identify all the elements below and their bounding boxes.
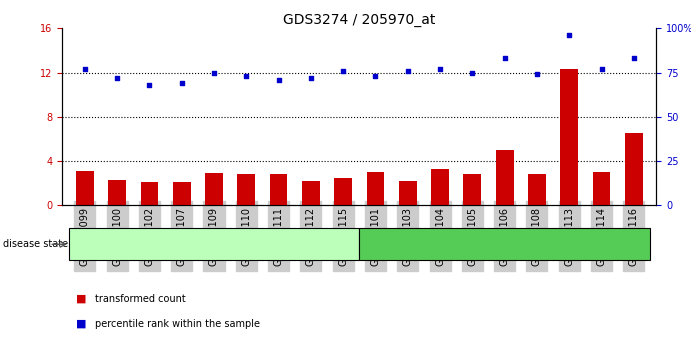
Point <box>531 72 542 77</box>
Bar <box>495 150 513 205</box>
Text: percentile rank within the sample: percentile rank within the sample <box>95 319 261 329</box>
Point <box>111 75 122 81</box>
Point <box>144 82 155 88</box>
Point <box>338 68 349 74</box>
Bar <box>399 181 417 205</box>
Point <box>596 66 607 72</box>
Point <box>79 66 91 72</box>
Bar <box>367 172 384 205</box>
Point <box>273 77 284 82</box>
Point <box>240 73 252 79</box>
Text: chromophobe renal cell carcinoma: chromophobe renal cell carcinoma <box>408 239 601 249</box>
Bar <box>431 169 449 205</box>
Text: ■: ■ <box>76 319 86 329</box>
Bar <box>464 175 481 205</box>
Point <box>499 56 510 61</box>
Bar <box>302 181 320 205</box>
Bar <box>334 178 352 205</box>
Title: GDS3274 / 205970_at: GDS3274 / 205970_at <box>283 13 435 27</box>
Point <box>176 80 187 86</box>
Bar <box>528 175 546 205</box>
Point <box>209 70 220 75</box>
Bar <box>625 133 643 205</box>
Bar <box>140 182 158 205</box>
Point <box>402 68 413 74</box>
Point <box>305 75 316 81</box>
Bar <box>205 173 223 205</box>
Bar <box>560 69 578 205</box>
Bar <box>593 172 610 205</box>
Point <box>628 56 639 61</box>
Bar <box>269 175 287 205</box>
Bar <box>173 182 191 205</box>
Point <box>467 70 478 75</box>
Text: ■: ■ <box>76 294 86 304</box>
Text: oncocytoma: oncocytoma <box>180 239 248 249</box>
Bar <box>238 175 255 205</box>
Bar <box>108 180 126 205</box>
Point <box>435 66 446 72</box>
Text: disease state: disease state <box>3 239 68 249</box>
Point <box>370 73 381 79</box>
Bar <box>76 171 94 205</box>
Text: transformed count: transformed count <box>95 294 186 304</box>
Point <box>564 33 575 38</box>
